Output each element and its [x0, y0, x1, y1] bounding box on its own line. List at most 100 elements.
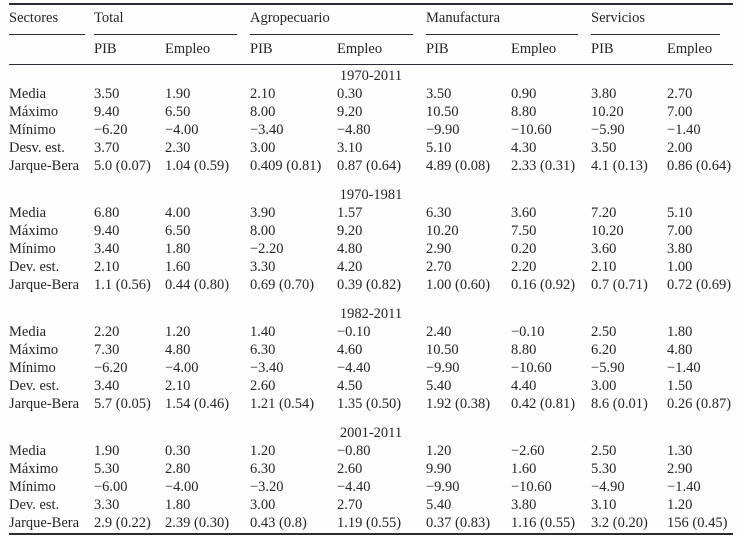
value-cell: −1.40 [667, 479, 701, 495]
table-row: Media 6.80 4.00 3.90 1.57 6.30 3.60 7.20 5.10 [9, 204, 733, 222]
header-group-manufactura: Manufactura [426, 4, 591, 35]
value-cell: 2.39 (0.30) [165, 515, 230, 531]
value-cell: 4.40 [511, 378, 537, 394]
value-cell: 2.70 [337, 497, 363, 513]
value-cell: 8.80 [511, 104, 537, 120]
value-cell: −6.20 [94, 122, 128, 138]
value-cell: 4.80 [337, 241, 363, 257]
value-cell: 5.10 [426, 140, 452, 156]
subheader-empty [9, 35, 94, 65]
value-cell: 0.69 (0.70) [250, 277, 315, 293]
value-cell: 0.90 [511, 86, 537, 102]
value-cell: 7.00 [667, 104, 693, 120]
row-label: Media [9, 324, 47, 340]
value-cell: 3.30 [94, 497, 120, 513]
row-label: Jarque-Bera [9, 396, 80, 412]
subheader-pib-manufactura: PIB [426, 35, 511, 65]
table-row: Jarque-Bera 5.7 (0.05) 1.54 (0.46) 1.21 (0.… [9, 395, 733, 413]
value-cell: 5.40 [426, 497, 452, 513]
row-label: Media [9, 443, 47, 459]
period-label: 2001-2011 [339, 425, 403, 441]
value-cell: 1.80 [667, 324, 693, 340]
value-cell: −4.00 [165, 360, 199, 376]
row-label: Media [9, 86, 47, 102]
value-cell: 1.40 [250, 324, 276, 340]
value-cell: 3.00 [250, 140, 276, 156]
value-cell: −0.10 [511, 324, 545, 340]
value-cell: 1.90 [94, 443, 120, 459]
row-label: Máximo [9, 461, 59, 477]
value-cell: 7.50 [511, 223, 537, 239]
subheader-empleo-total: Empleo [165, 35, 250, 65]
header-group-total-label: Total [94, 10, 237, 35]
value-cell: 1.20 [426, 443, 452, 459]
value-cell: 1.90 [165, 86, 191, 102]
value-cell: 3.10 [337, 140, 363, 156]
value-cell: 0.16 (0.92) [511, 277, 576, 293]
value-cell: 5.30 [94, 461, 120, 477]
value-cell: −5.90 [591, 360, 625, 376]
header-group-agropecuario: Agropecuario [250, 4, 426, 35]
value-cell: 1.00 (0.60) [426, 277, 491, 293]
value-cell: 8.00 [250, 104, 276, 120]
value-cell: 5.40 [426, 378, 452, 394]
value-cell: 3.10 [591, 497, 617, 513]
value-cell: 0.409 (0.81) [250, 158, 322, 174]
table-row: Jarque-Bera 1.1 (0.56) 0.44 (0.80) 0.69 (0.… [9, 276, 733, 294]
header-group-total: Total [94, 4, 250, 35]
value-cell: 2.30 [165, 140, 191, 156]
table-row: Mínimo −6.20 −4.00 −3.40 −4.80 −9.90 −10.60 −5.… [9, 121, 733, 139]
value-cell: 2.20 [94, 324, 120, 340]
table-row: Jarque-Bera 2.9 (0.22) 2.39 (0.30) 0.43 (0.… [9, 514, 733, 534]
subheader-empleo-servicios: Empleo [667, 35, 733, 65]
value-cell: 2.10 [250, 86, 276, 102]
value-cell: 9.20 [337, 104, 363, 120]
value-cell: 2.40 [426, 324, 452, 340]
value-cell: 3.90 [250, 205, 276, 221]
value-cell: 6.80 [94, 205, 120, 221]
value-cell: 1.30 [667, 443, 693, 459]
value-cell: 0.87 (0.64) [337, 158, 402, 174]
row-label: Jarque-Bera [9, 158, 80, 174]
value-cell: 3.50 [426, 86, 452, 102]
value-cell: 1.20 [667, 497, 693, 513]
value-cell: 2.20 [511, 259, 537, 275]
subheader-pib-servicios: PIB [591, 35, 668, 65]
subheader-pib-agropecuario: PIB [250, 35, 337, 65]
value-cell: −4.00 [165, 122, 199, 138]
value-cell: −4.40 [337, 360, 371, 376]
value-cell: −2.60 [511, 443, 545, 459]
value-cell: 9.20 [337, 223, 363, 239]
value-cell: 9.40 [94, 223, 120, 239]
value-cell: 0.44 (0.80) [165, 277, 230, 293]
subheader-pib-total: PIB [94, 35, 165, 65]
table-row: Máximo 9.40 6.50 8.00 9.20 10.20 7.50 10.20 7.00 [9, 222, 733, 240]
value-cell: 0.86 (0.64) [667, 158, 732, 174]
value-cell: 3.40 [94, 241, 120, 257]
value-cell: 10.50 [426, 342, 459, 358]
value-cell: 3.30 [250, 259, 276, 275]
value-cell: 4.80 [165, 342, 191, 358]
period-row: 1970-2011 [9, 65, 733, 86]
value-cell: −4.00 [165, 479, 199, 495]
value-cell: 0.72 (0.69) [667, 277, 732, 293]
value-cell: 8.80 [511, 342, 537, 358]
value-cell: 1.60 [165, 259, 191, 275]
value-cell: −10.60 [511, 122, 552, 138]
row-label: Mínimo [9, 360, 56, 376]
value-cell: 1.21 (0.54) [250, 396, 315, 412]
value-cell: 3.50 [94, 86, 120, 102]
value-cell: 2.60 [250, 378, 276, 394]
table-row: Máximo 9.40 6.50 8.00 9.20 10.50 8.80 10.20 7.00 [9, 103, 733, 121]
value-cell: 1.57 [337, 205, 363, 221]
value-cell: 3.50 [591, 140, 617, 156]
value-cell: 0.20 [511, 241, 537, 257]
value-cell: 2.00 [667, 140, 693, 156]
row-label: Máximo [9, 342, 59, 358]
row-label: Dev. est. [9, 378, 60, 394]
value-cell: −0.10 [337, 324, 371, 340]
value-cell: 6.30 [426, 205, 452, 221]
value-cell: 0.37 (0.83) [426, 515, 491, 531]
row-label: Dev. est. [9, 497, 60, 513]
